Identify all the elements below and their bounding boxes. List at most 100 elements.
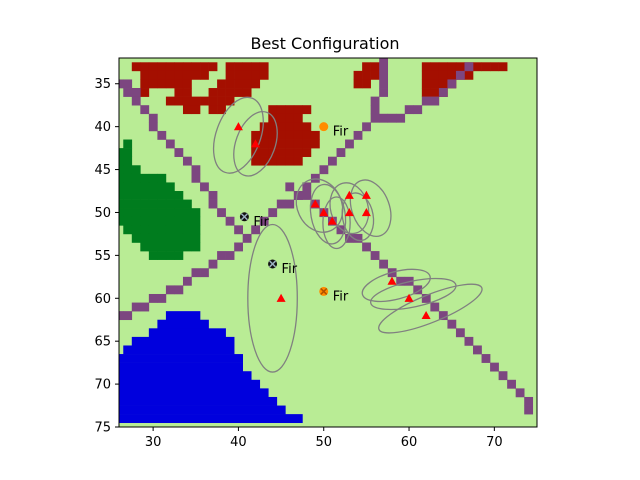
uncertainty-ellipse (247, 223, 298, 373)
path-cell (140, 105, 150, 115)
red-forest-cell (438, 79, 448, 89)
green-forest-cell (140, 199, 150, 209)
path-cell (217, 208, 226, 218)
red-forest-cell (430, 70, 440, 80)
path-cells (119, 58, 534, 415)
path-cell (490, 362, 499, 372)
uncertainty-ellipse (322, 196, 351, 250)
uncertainty-ellipse (378, 283, 483, 334)
green-forest-cell (191, 242, 201, 252)
red-forest-cell (268, 156, 278, 166)
red-forest-cell (148, 79, 158, 89)
path-cell (328, 156, 337, 166)
path-cell (447, 319, 457, 329)
water-cell (119, 414, 303, 424)
red-forest-cell (293, 130, 303, 140)
red-forest-cell (234, 70, 243, 80)
path-cell (140, 302, 150, 312)
green-forest-cell (131, 208, 141, 218)
red-forest-cell (259, 156, 269, 166)
uncertainty-ellipse (309, 183, 347, 245)
red-forest-cell (276, 130, 286, 140)
red-forest-cell (447, 62, 457, 72)
red-forest-cell (285, 105, 295, 115)
red-forest-cell (285, 130, 295, 140)
red-forest-cell (438, 70, 448, 80)
green-forest-cell (123, 173, 133, 183)
path-cell (387, 113, 397, 123)
green-forest-cell (119, 199, 124, 209)
path-cell (251, 225, 261, 235)
green-forest-cell (119, 208, 124, 218)
green-forest-cell (157, 242, 167, 252)
green-forest-cell (119, 191, 124, 200)
path-cell (370, 113, 380, 123)
red-forest-cell (481, 62, 491, 72)
y-axis: 35 40 45 50 55 60 65 70 75 (94, 77, 119, 436)
red-forest-cell (174, 96, 184, 106)
path-cell (119, 311, 124, 321)
red-forest-cell (234, 88, 243, 97)
green-forest-cell (123, 182, 133, 192)
path-cell (165, 285, 175, 295)
red-forest-cell (174, 88, 184, 97)
red-forest-cell (182, 88, 192, 97)
red-forest-cell (421, 70, 431, 80)
green-forest-cell (165, 182, 175, 192)
path-cell (148, 293, 158, 303)
red-forest-cell (200, 62, 209, 72)
green-forest-cell (140, 182, 150, 192)
green-forest-cell (140, 242, 150, 252)
green-forest-cell (148, 173, 158, 183)
green-forest-cell (157, 208, 167, 218)
red-forest-cell (225, 96, 235, 106)
x-tick-label: 40 (230, 435, 247, 450)
path-cell (208, 191, 218, 200)
x-axis: 30 40 50 60 70 (145, 427, 503, 450)
path-cell (174, 148, 184, 157)
red-forest-cell (353, 70, 363, 80)
path-cell (119, 79, 124, 89)
green-forest-cell (131, 191, 141, 200)
green-forest-cell (123, 225, 133, 235)
path-cell (200, 182, 209, 192)
red-forest-cell (174, 79, 184, 89)
green-forest-cell (123, 199, 133, 209)
path-cell (225, 216, 235, 226)
red-forest-cell (217, 96, 226, 106)
path-cell (438, 88, 448, 97)
green-forest-cell (123, 156, 133, 166)
red-forest-cell (293, 113, 303, 123)
red-forest-cell (362, 70, 371, 80)
red-forest-cell (285, 156, 295, 166)
path-cell (464, 62, 474, 72)
red-forest-cell (182, 105, 192, 115)
green-forest-cell (119, 182, 124, 192)
green-forest-cell (140, 191, 150, 200)
red-forest-cell (438, 62, 448, 72)
red-forest-cell (225, 88, 235, 97)
red-triangle-marker (404, 293, 414, 302)
green-forest-cell (140, 216, 150, 226)
red-forest-cell (234, 62, 243, 72)
red-forest-cell (182, 96, 192, 106)
red-forest-cell (268, 113, 278, 123)
green-forest-cell (123, 165, 133, 175)
y-tick-label: 65 (94, 335, 111, 350)
green-forest-cell (148, 208, 158, 218)
red-forest-cell (242, 79, 252, 89)
path-cell (379, 58, 389, 63)
red-forest-cell (251, 156, 261, 166)
red-forest-cell (268, 122, 278, 132)
path-cell (524, 396, 534, 406)
uncertainty-ellipse (341, 192, 375, 242)
green-forest-cell (119, 148, 124, 157)
red-forest-cell (208, 96, 218, 106)
y-tick-label: 75 (94, 421, 111, 436)
green-forest-cell (123, 148, 133, 157)
path-cell (319, 165, 329, 175)
red-forest-cell (165, 62, 175, 72)
water-cell (119, 354, 243, 363)
red-forest-cell (242, 88, 252, 97)
red-forest-region (131, 62, 508, 166)
